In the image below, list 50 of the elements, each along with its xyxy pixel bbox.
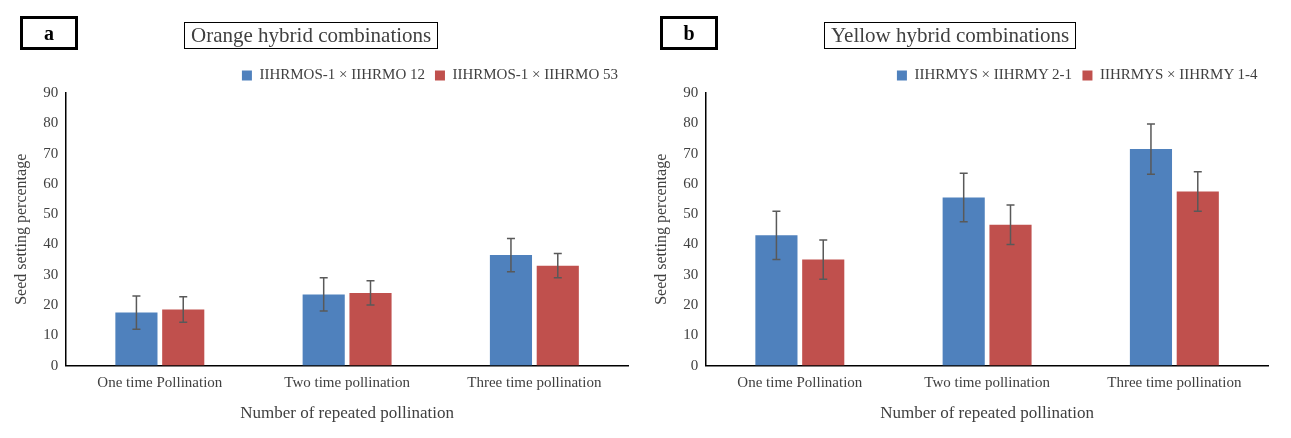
bar	[802, 259, 845, 366]
bar	[349, 292, 392, 366]
y-tick-label: 30	[683, 265, 699, 282]
x-tick-label: One time Pollination	[97, 373, 223, 390]
chart-title: Yellow hybrid combinations	[824, 22, 1077, 49]
y-tick-label: 90	[683, 83, 699, 100]
y-axis-title: Seed setting percentage	[11, 153, 30, 305]
legend-label: IIHRMYS × IIHRMY 1-4	[1099, 66, 1258, 83]
x-tick-label: Two time pollination	[924, 373, 1051, 390]
legend-label: IIHRMOS-1 × IIHRMO 12	[259, 66, 425, 83]
y-tick-label: 60	[683, 174, 699, 191]
y-tick-label: 20	[43, 295, 59, 312]
y-tick-label: 80	[683, 114, 699, 131]
legend-label: IIHRMYS × IIHRMY 2-1	[914, 66, 1072, 83]
x-tick-label: Three time pollination	[1107, 373, 1242, 390]
y-axis-title: Seed setting percentage	[651, 153, 670, 305]
x-tick-label: One time Pollination	[737, 373, 863, 390]
bar	[162, 309, 205, 366]
y-tick-label: 70	[683, 144, 699, 161]
y-tick-label: 60	[43, 174, 59, 191]
y-tick-label: 20	[683, 295, 699, 312]
y-tick-label: 0	[50, 356, 59, 373]
x-tick-label: Three time pollination	[467, 373, 602, 390]
x-axis-title: Number of repeated pollination	[880, 403, 1095, 423]
bar	[755, 235, 798, 366]
bar	[1176, 191, 1219, 366]
bar	[1129, 149, 1173, 366]
bar	[989, 224, 1032, 366]
y-tick-label: 30	[43, 265, 59, 282]
text: a	[20, 16, 78, 50]
y-tick-label: 50	[43, 205, 59, 222]
legend-label: IIHRMOS-1 × IIHRMO 53	[452, 66, 618, 83]
y-tick-label: 40	[683, 235, 699, 252]
y-tick-label: 90	[43, 83, 59, 100]
y-tick-label: 50	[683, 205, 699, 222]
bar	[489, 255, 533, 366]
bar	[536, 265, 579, 366]
text: b	[660, 16, 718, 50]
bar	[115, 312, 158, 366]
bar	[942, 197, 985, 366]
bar	[302, 294, 345, 366]
y-tick-label: 70	[43, 144, 59, 161]
x-tick-label: Two time pollination	[284, 373, 411, 390]
x-axis-title: Number of repeated pollination	[240, 403, 455, 423]
y-tick-label: 40	[43, 235, 59, 252]
y-tick-label: 0	[690, 356, 699, 373]
chart-title: Orange hybrid combinations	[184, 22, 439, 49]
y-tick-label: 10	[683, 326, 699, 343]
y-tick-label: 80	[43, 114, 59, 131]
y-tick-label: 10	[43, 326, 59, 343]
